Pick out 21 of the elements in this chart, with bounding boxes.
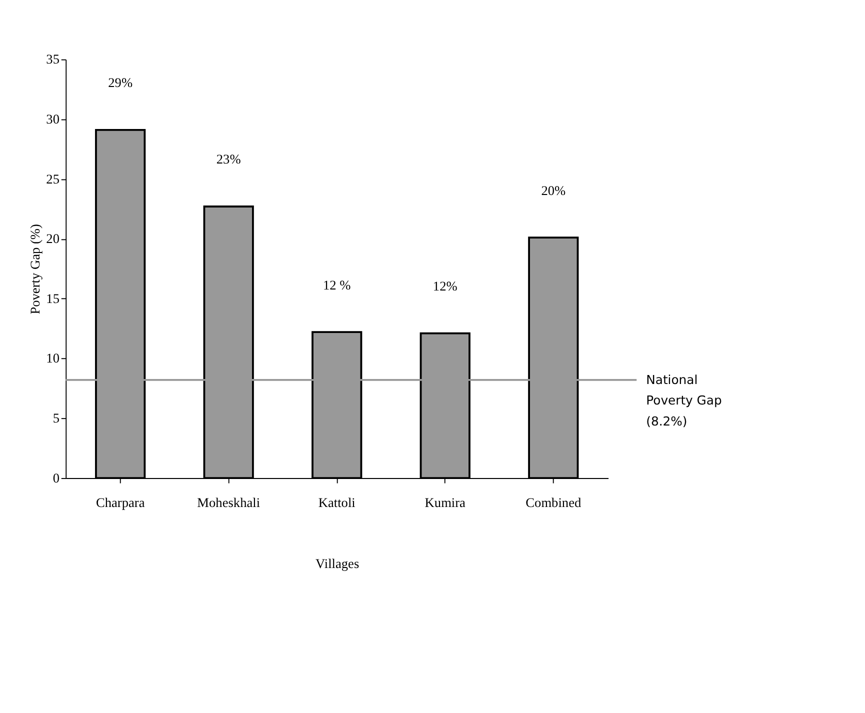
data-label: 29%: [108, 75, 133, 90]
data-label: 23%: [216, 152, 241, 167]
x-tick-label: Kattoli: [318, 495, 356, 510]
ref-line-label: National Poverty Gap (8.2%): [646, 372, 722, 429]
x-tick-label: Moheskhali: [197, 495, 260, 510]
data-label: 20%: [541, 182, 566, 198]
x-tick-label: Charpara: [96, 495, 145, 510]
y-tick-label: 35: [46, 52, 60, 67]
y-axis-title: Poverty Gap (%): [27, 224, 42, 314]
x-tick-label: Combined: [526, 495, 582, 510]
y-tick-label: 20: [46, 231, 60, 246]
y-tick-label: 0: [52, 470, 60, 486]
x-tick-label: Kumira: [424, 495, 466, 510]
y-tick-label: 15: [46, 290, 60, 306]
y-tick-label: 10: [46, 350, 60, 366]
x-axis-title: Villages: [316, 556, 360, 571]
data-label: 12 %: [322, 277, 351, 292]
y-tick-label: 30: [46, 111, 60, 126]
y-tick-label: 25: [46, 171, 60, 186]
y-tick-label: 5: [52, 410, 60, 426]
data-label: 12%: [432, 278, 458, 294]
